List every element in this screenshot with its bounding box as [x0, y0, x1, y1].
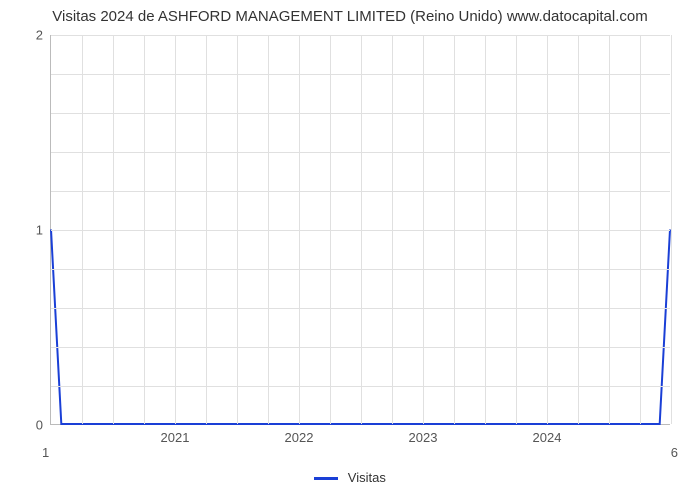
- x-tick-label: 2023: [409, 430, 438, 445]
- legend-label: Visitas: [348, 470, 386, 485]
- legend-swatch: [314, 477, 338, 480]
- x-tick-label: 2021: [161, 430, 190, 445]
- bottom-right-label: 6: [671, 445, 678, 460]
- vgrid: [485, 35, 486, 424]
- bottom-left-label: 1: [42, 445, 49, 460]
- vgrid: [392, 35, 393, 424]
- vgrid: [206, 35, 207, 424]
- legend: Visitas: [0, 470, 700, 485]
- vgrid: [516, 35, 517, 424]
- y-tick-label: 1: [36, 223, 43, 238]
- x-tick-label: 2024: [533, 430, 562, 445]
- vgrid: [113, 35, 114, 424]
- vgrid: [671, 35, 672, 424]
- plot-area: 0122021202220232024: [50, 35, 670, 425]
- y-tick-label: 0: [36, 418, 43, 433]
- vgrid: [454, 35, 455, 424]
- vgrid: [609, 35, 610, 424]
- vgrid: [268, 35, 269, 424]
- vgrid: [640, 35, 641, 424]
- y-tick-label: 2: [36, 28, 43, 43]
- vgrid: [423, 35, 424, 424]
- vgrid: [175, 35, 176, 424]
- vgrid: [82, 35, 83, 424]
- vgrid: [361, 35, 362, 424]
- vgrid: [237, 35, 238, 424]
- vgrid: [330, 35, 331, 424]
- vgrid: [299, 35, 300, 424]
- chart-area: 0122021202220232024 1 6: [50, 35, 670, 425]
- vgrid: [547, 35, 548, 424]
- chart-title: Visitas 2024 de ASHFORD MANAGEMENT LIMIT…: [0, 0, 700, 25]
- vgrid: [144, 35, 145, 424]
- x-tick-label: 2022: [285, 430, 314, 445]
- vgrid: [578, 35, 579, 424]
